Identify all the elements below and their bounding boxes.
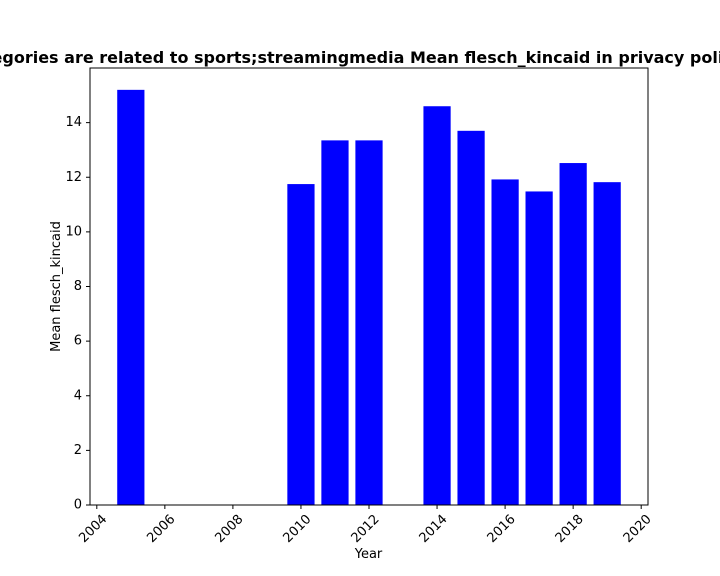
x-tick-label-2020: 2020 bbox=[621, 512, 655, 546]
bar-2014 bbox=[423, 106, 451, 506]
bar-2015 bbox=[457, 130, 485, 505]
y-tick-label-6: 6 bbox=[74, 334, 82, 349]
x-tick-label-2006: 2006 bbox=[144, 512, 178, 546]
bar-2016 bbox=[491, 179, 519, 505]
y-tick-label-12: 12 bbox=[65, 170, 82, 185]
y-tick-label-2: 2 bbox=[74, 443, 82, 458]
x-tick-label-2008: 2008 bbox=[212, 512, 246, 546]
x-tick-label-2016: 2016 bbox=[485, 512, 519, 546]
y-tick-label-8: 8 bbox=[74, 279, 82, 294]
chart-title: Categories are related to sports;streami… bbox=[0, 48, 720, 67]
bar-2019 bbox=[593, 182, 621, 505]
bar-2017 bbox=[525, 191, 553, 505]
y-tick-label-4: 4 bbox=[74, 388, 82, 403]
y-tick-label-0: 0 bbox=[74, 498, 82, 513]
y-axis-label: Mean flesch_kincaid bbox=[49, 221, 64, 352]
bar-2012 bbox=[355, 140, 383, 506]
x-axis-label: Year bbox=[354, 547, 383, 562]
x-tick-label-2014: 2014 bbox=[417, 512, 451, 546]
bar-2011 bbox=[321, 140, 349, 506]
bar-2005 bbox=[117, 89, 145, 505]
y-tick-label-14: 14 bbox=[65, 115, 82, 130]
y-tick-label-10: 10 bbox=[65, 224, 82, 239]
bar-2018 bbox=[559, 163, 587, 506]
x-tick-label-2012: 2012 bbox=[349, 512, 383, 546]
bar-2010 bbox=[287, 184, 315, 505]
x-tick-label-2018: 2018 bbox=[553, 512, 587, 546]
x-tick-label-2010: 2010 bbox=[280, 512, 314, 546]
x-tick-label-2004: 2004 bbox=[76, 512, 110, 546]
